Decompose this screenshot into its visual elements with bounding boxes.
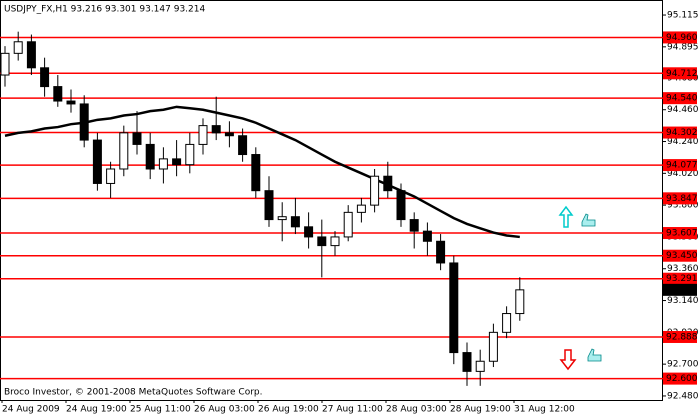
- y-tick-label: 92.700: [667, 360, 698, 370]
- x-tick-label: 26 Aug 03:00: [194, 405, 255, 415]
- candle-body: [462, 352, 472, 372]
- moving-average: [4, 105, 520, 239]
- candle-body: [264, 190, 274, 221]
- sell-signal: [559, 348, 602, 371]
- level-label: 94.540: [666, 94, 698, 104]
- candle-body: [502, 313, 512, 333]
- x-tick-label: 31 Aug 12:00: [514, 405, 575, 415]
- candle-body: [106, 168, 116, 184]
- level-box: [663, 67, 697, 80]
- level-label: 93.607: [666, 229, 698, 239]
- plot-frame: [0, 0, 663, 401]
- candle-body: [198, 125, 208, 145]
- level-label: 93.847: [666, 194, 698, 204]
- candle-body: [290, 216, 300, 228]
- y-tick-label: 92.480: [667, 391, 698, 401]
- candle-body: [409, 219, 419, 232]
- y-tick-label: 93.800: [667, 201, 698, 211]
- x-tick-label: 24 Aug 2009: [2, 405, 60, 415]
- price-box: [663, 283, 697, 296]
- candle-body: [238, 135, 248, 156]
- level-box: [663, 330, 697, 343]
- candle-body: [396, 190, 406, 221]
- level-box: [663, 372, 697, 385]
- candle-body: [356, 204, 366, 213]
- candle-body: [304, 226, 314, 238]
- y-tick-label: 94.020: [667, 169, 698, 179]
- candle-body: [343, 211, 353, 238]
- level-label: 94.077: [666, 161, 698, 171]
- candle-body: [26, 41, 36, 69]
- buy-signal: [558, 205, 596, 228]
- x-tick-label: 28 Aug 19:00: [450, 405, 511, 415]
- level-label: 93.450: [666, 251, 698, 261]
- level-box: [663, 159, 697, 172]
- x-tick-label: 25 Aug 11:00: [130, 405, 191, 415]
- level-label: 93.291: [666, 274, 698, 284]
- candle-body: [66, 100, 76, 105]
- candle-body: [224, 132, 234, 137]
- y-tick-label: 94.240: [667, 137, 698, 147]
- candle-body: [330, 236, 340, 247]
- candle-body: [185, 143, 195, 166]
- level-box: [663, 227, 697, 240]
- level-box: [663, 192, 697, 205]
- x-tick-label: 27 Aug 11:00: [322, 405, 383, 415]
- candle-body: [172, 158, 182, 166]
- chart-title: USDJPY_FX,H1 93.216 93.301 93.147 93.214: [4, 5, 205, 15]
- candle-body: [277, 216, 287, 221]
- y-tick-label: 95.115: [667, 11, 698, 21]
- level-box: [663, 126, 697, 139]
- candle-body: [383, 175, 393, 192]
- candle-body: [40, 67, 50, 88]
- candle-body: [211, 125, 221, 134]
- candle-body: [449, 262, 459, 354]
- x-tick-label: 24 Aug 19:00: [66, 405, 127, 415]
- candle-body: [251, 154, 261, 192]
- candle-body: [515, 289, 525, 315]
- candle-body: [132, 132, 142, 145]
- x-tick-label: 26 Aug 19:00: [258, 405, 319, 415]
- candle-body: [436, 240, 446, 264]
- level-label: 92.600: [666, 374, 698, 384]
- price-label: 93.214: [666, 285, 698, 295]
- candle-body: [53, 86, 63, 102]
- x-tick-label: 28 Aug 03:00: [386, 405, 447, 415]
- level-box: [663, 272, 697, 285]
- candle-body: [145, 143, 155, 170]
- level-label: 94.302: [666, 128, 698, 138]
- y-tick-label: 94.895: [667, 42, 698, 52]
- level-box: [663, 92, 697, 105]
- candle-body: [422, 230, 432, 242]
- y-tick-label: 93.360: [667, 264, 698, 274]
- y-tick-label: 94.460: [667, 105, 698, 115]
- level-label: 94.960: [666, 33, 698, 43]
- y-tick-label: 93.140: [667, 296, 698, 306]
- candle-body: [317, 236, 327, 247]
- candle-body: [13, 41, 23, 54]
- footer: Broco Investor, © 2001-2008 MetaQuotes S…: [4, 388, 263, 398]
- candle-body: [370, 175, 380, 206]
- candle-body: [119, 132, 129, 170]
- candle-body: [92, 139, 102, 184]
- level-box: [663, 249, 697, 262]
- level-box: [663, 31, 697, 44]
- level-label: 92.888: [666, 332, 698, 342]
- level-label: 94.712: [666, 69, 698, 79]
- candle-body: [79, 103, 89, 141]
- candle-body: [0, 52, 10, 76]
- candle-body: [475, 360, 485, 372]
- candle-body: [488, 331, 498, 362]
- candle-body: [158, 158, 168, 170]
